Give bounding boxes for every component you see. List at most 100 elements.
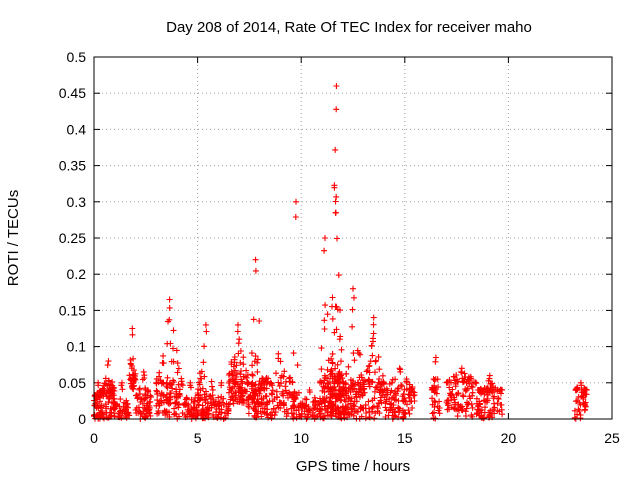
data-point [480, 397, 487, 404]
data-point [246, 393, 253, 400]
data-point [397, 368, 404, 375]
data-point [379, 372, 386, 379]
data-point [120, 403, 127, 410]
y-tick-label: 0 [78, 411, 86, 427]
data-point [382, 404, 389, 411]
data-point [254, 356, 261, 363]
data-point [107, 412, 114, 419]
data-point [376, 366, 383, 373]
data-point [338, 358, 344, 365]
data-point [290, 392, 297, 399]
data-point [476, 412, 483, 419]
data-point [182, 396, 189, 403]
data-point [435, 407, 442, 414]
data-point [381, 386, 388, 393]
data-point [305, 411, 312, 418]
data-point [431, 377, 438, 383]
data-point [445, 402, 452, 409]
data-point [167, 390, 174, 397]
data-point [449, 386, 456, 393]
data-point [96, 410, 103, 417]
data-point [215, 400, 222, 407]
data-point [372, 357, 379, 364]
data-point [369, 397, 376, 404]
data-point [332, 209, 339, 216]
data-point [274, 402, 281, 409]
data-point [329, 359, 336, 366]
data-point [370, 338, 376, 345]
data-point [121, 399, 128, 406]
data-point [234, 328, 241, 335]
data-point [318, 345, 325, 352]
data-point [581, 385, 588, 391]
data-point [353, 388, 360, 395]
data-point [298, 410, 305, 417]
data-point [485, 386, 492, 393]
data-point [292, 214, 299, 220]
data-point [371, 415, 378, 422]
data-point [250, 316, 257, 323]
data-point [185, 401, 192, 408]
x-tick-label: 15 [397, 430, 413, 446]
data-point [312, 402, 319, 409]
data-point [218, 393, 225, 400]
data-point [376, 376, 383, 382]
data-point [436, 410, 443, 417]
data-point [383, 407, 390, 414]
data-point [118, 382, 125, 389]
data-point [474, 406, 481, 413]
data-point [283, 390, 290, 397]
data-point [275, 355, 282, 362]
data-point [387, 406, 394, 413]
data-point [263, 385, 270, 392]
data-point [273, 370, 279, 377]
data-point [166, 400, 173, 407]
data-point [229, 393, 236, 400]
x-tick-label: 25 [604, 430, 620, 446]
data-point [333, 406, 340, 413]
data-point [232, 389, 239, 396]
data-point [127, 357, 134, 363]
y-tick-label: 0.35 [59, 158, 86, 174]
data-point [356, 374, 363, 381]
data-point [353, 408, 360, 415]
data-point [329, 315, 336, 322]
data-point [204, 406, 211, 413]
data-point [240, 361, 247, 368]
data-point [431, 404, 438, 410]
data-point [452, 399, 458, 406]
data-point [328, 355, 335, 362]
data-point [301, 402, 308, 409]
data-point [333, 193, 340, 200]
data-point [343, 392, 350, 399]
data-point [195, 386, 202, 393]
data-point [361, 377, 368, 384]
data-point [338, 372, 344, 379]
data-point [329, 303, 335, 310]
data-point [158, 380, 165, 387]
y-tick-label: 0.05 [59, 375, 86, 391]
data-point [372, 369, 378, 376]
data-point [92, 391, 99, 398]
data-point [331, 329, 338, 336]
data-point [179, 382, 186, 389]
data-point [334, 235, 340, 242]
data-point [95, 402, 102, 409]
data-point [252, 256, 259, 263]
data-point [464, 399, 470, 406]
data-point [469, 389, 476, 396]
data-point [476, 398, 483, 405]
data-point [231, 354, 238, 360]
data-point [142, 392, 149, 399]
data-point [469, 404, 476, 411]
data-point [354, 347, 361, 354]
data-point [458, 365, 465, 372]
data-point [131, 375, 138, 382]
data-point [486, 375, 493, 382]
data-point [401, 395, 408, 402]
data-point [361, 389, 368, 396]
data-point [174, 360, 181, 367]
data-point [484, 395, 491, 402]
data-point [348, 405, 355, 412]
